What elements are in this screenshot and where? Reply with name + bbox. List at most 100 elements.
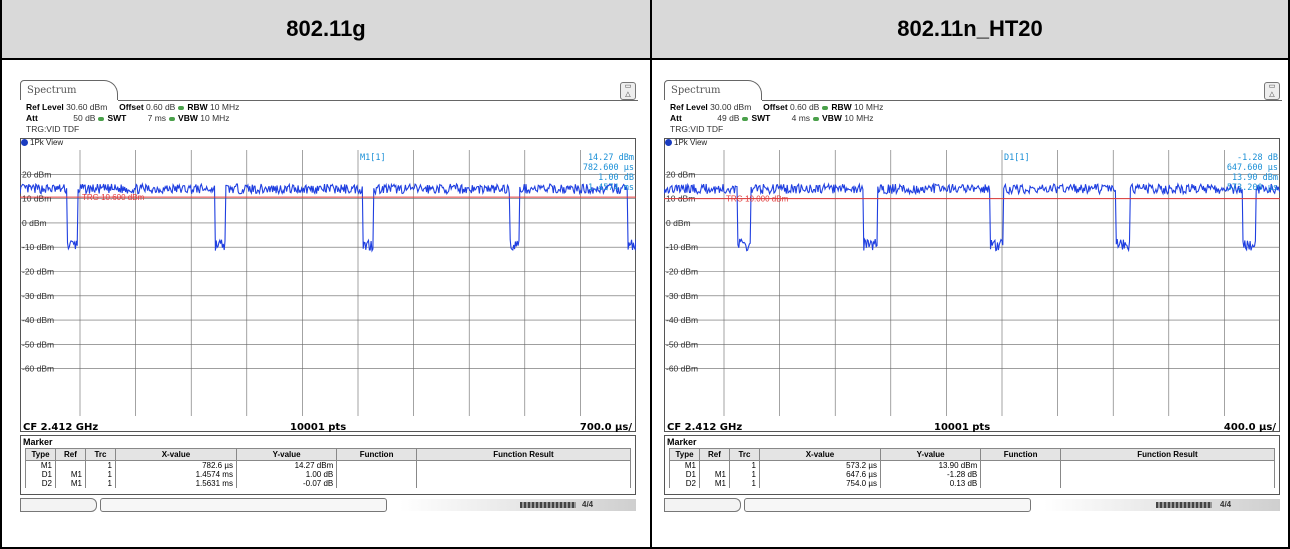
marker-column-header: Type: [25, 448, 56, 461]
ref-level-label: 20 dBm: [666, 169, 695, 179]
marker-cell: 13.90 dBm: [879, 460, 982, 470]
center-frequency: CF 2.412 GHz: [23, 422, 99, 433]
plot-frame: [20, 138, 636, 432]
column-divider: [650, 0, 652, 549]
marker-cell: [1059, 479, 1276, 488]
marker-column-header: Ref: [54, 448, 86, 461]
trigger-label: TRG 10.600 dBm: [82, 193, 145, 202]
marker-cell: D2: [25, 479, 56, 488]
marker-cell: M1: [698, 479, 730, 488]
marker-cell: 782.6 µs: [114, 460, 237, 470]
marker-column-header: Function: [980, 448, 1061, 461]
marker-cell: [54, 460, 86, 470]
view-label: 1Pk View: [674, 138, 708, 147]
marker-cell: 1: [84, 470, 116, 479]
marker-column-header: Trc: [728, 448, 760, 461]
trace-line: [20, 182, 636, 253]
status-field-message[interactable]: [744, 498, 1031, 512]
marker-row[interactable]: D1 M1 1 1.4574 ms 1.00 dB: [25, 470, 632, 479]
offset-value: 0.60 dB: [146, 102, 176, 112]
marker-cell: [980, 460, 1061, 470]
marker-cell: M1: [54, 479, 86, 488]
trace-line: [664, 182, 1280, 253]
marker-row[interactable]: D2 M1 1 754.0 µs 0.13 dB: [669, 479, 1276, 488]
coupled-indicator: [813, 116, 820, 121]
marker-cell: 1.4574 ms: [114, 470, 237, 479]
settings-row-2: Att 50 dB SWT 7 ms VBW 10 MHz: [26, 113, 230, 123]
marker-cell: -0.07 dB: [235, 479, 338, 488]
marker-cell: 1.00 dB: [235, 470, 338, 479]
screen-icon[interactable]: ▭ △: [620, 82, 636, 100]
marker-cell: D2: [669, 479, 700, 488]
marker-title: Marker: [667, 437, 697, 447]
settings-row-1: Ref Level 30.60 dBm Offset 0.60 dB RBW 10…: [26, 102, 240, 112]
marker-cell: 0.13 dB: [879, 479, 982, 488]
column-header-80211g: 802.11g: [2, 0, 650, 60]
marker-cell: 1: [84, 460, 116, 470]
marker-table: Type Ref Trc X-value Y-value Function Function…: [25, 448, 632, 488]
marker-row[interactable]: D1 M1 1 647.6 µs -1.28 dB: [669, 470, 1276, 479]
marker-readout-time: 647.600 µs: [1227, 163, 1278, 173]
ref-level-label: -10 dBm: [666, 242, 698, 252]
marker-cell: 1: [728, 460, 760, 470]
marker-cell: D1: [25, 470, 56, 479]
att-value: 50 dB: [73, 113, 96, 123]
ref-level-label: -50 dBm: [666, 339, 698, 349]
marker-cell: [698, 460, 730, 470]
marker-cell: [336, 479, 417, 488]
time-per-division: 400.0 µs/: [1223, 422, 1276, 433]
marker-cell: 754.0 µs: [758, 479, 881, 488]
marker-cell: 1: [728, 479, 760, 488]
coupled-indicator: [822, 105, 829, 110]
marker-column-header: Function: [336, 448, 417, 461]
progress-meter: [1156, 502, 1212, 508]
plot-footer: CF 2.412 GHz 10001 pts 400.0 µs/: [664, 422, 1280, 436]
marker-readout-line3: 1.00 dB: [598, 173, 634, 183]
coupled-indicator: [169, 116, 176, 121]
tab-spectrum[interactable]: Spectrum: [20, 80, 118, 100]
marker-cell: M1: [25, 460, 56, 470]
marker-column-header: Function Result: [1059, 448, 1276, 461]
coupled-indicator: [178, 105, 185, 110]
marker-cell: [1059, 460, 1276, 470]
ref-level-label: 0 dBm: [666, 218, 691, 228]
status-field-left[interactable]: [664, 498, 741, 512]
marker-header-row: Type Ref Trc X-value Y-value Function Function…: [669, 448, 1276, 461]
marker-row[interactable]: M1 1 573.2 µs 13.90 dBm: [669, 460, 1276, 470]
vbw-value: 10 MHz: [844, 113, 874, 123]
screen-icon[interactable]: ▭ △: [1264, 82, 1280, 100]
marker-cell: [336, 470, 417, 479]
marker-cell: -1.28 dB: [879, 470, 982, 479]
marker-cell: [415, 460, 632, 470]
marker-cell: 1.5631 ms: [114, 479, 237, 488]
marker-cell: 573.2 µs: [758, 460, 881, 470]
plot-frame: [664, 138, 1280, 432]
spectrum-panel-80211g: Spectrum ▭ △ Ref Level 30.60 dBm Offset 0…: [20, 80, 640, 520]
ref-level-label: 0 dBm: [22, 218, 47, 228]
marker-header-row: Type Ref Trc X-value Y-value Function Function…: [25, 448, 632, 461]
ref-level-label: -60 dBm: [22, 364, 54, 374]
marker-cell: M1: [54, 470, 86, 479]
marker-cell: 1: [84, 479, 116, 488]
column-header-80211n: 802.11n_HT20: [652, 0, 1288, 60]
rbw-value: 10 MHz: [854, 102, 884, 112]
att-value: 49 dB: [717, 113, 740, 123]
status-field-right: [400, 499, 636, 511]
marker-row[interactable]: D2 M1 1 1.5631 ms -0.07 dB: [25, 479, 632, 488]
time-per-division: 700.0 µs/: [579, 422, 632, 433]
plot-footer: CF 2.412 GHz 10001 pts 700.0 µs/: [20, 422, 636, 436]
tab-spectrum[interactable]: Spectrum: [664, 80, 762, 100]
status-field-left[interactable]: [20, 498, 97, 512]
status-field-message[interactable]: [100, 498, 387, 512]
marker-table-box: Marker Type Ref Trc X-value Y-value Function F…: [20, 435, 636, 495]
ref-level-label: -60 dBm: [666, 364, 698, 374]
marker-row[interactable]: M1 1 782.6 µs 14.27 dBm: [25, 460, 632, 470]
tab-underline: [118, 100, 638, 101]
marker-column-header: Y-value: [235, 448, 338, 461]
ref-level-label: 10 dBm: [22, 194, 51, 204]
ref-level-label: -30 dBm: [666, 291, 698, 301]
ref-level-label: -40 dBm: [22, 315, 54, 325]
marker-cell: 1: [728, 470, 760, 479]
